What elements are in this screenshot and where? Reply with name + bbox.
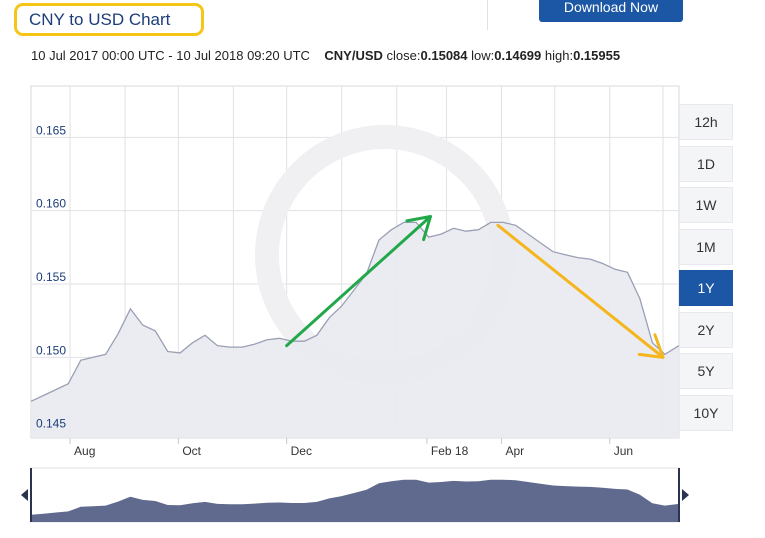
- navigator-series: [31, 479, 679, 522]
- range-button-5y[interactable]: 5Y: [679, 353, 733, 389]
- green-arrow-head: [405, 215, 432, 242]
- high-label: high:: [544, 48, 574, 63]
- x-tick-label: Jun: [614, 444, 633, 458]
- x-tick-label: Oct: [182, 444, 201, 458]
- download-button[interactable]: Download Now: [539, 0, 683, 22]
- navigator-handle-left[interactable]: [21, 489, 28, 501]
- range-button-1m[interactable]: 1M: [679, 228, 733, 265]
- yellow-arrow-head: [637, 333, 665, 359]
- title-highlight: [14, 3, 204, 36]
- green-arrow-shaft: [285, 215, 432, 348]
- range-button-2y[interactable]: 2Y: [679, 311, 733, 348]
- x-tick-label: Feb 18: [431, 444, 469, 458]
- range-button-1d[interactable]: 1D: [679, 145, 733, 182]
- page-title: CNY to USD Chart: [29, 10, 171, 29]
- range-button-1w[interactable]: 1W: [679, 187, 733, 223]
- price-area: [31, 222, 679, 438]
- y-tick-label: 0.150: [36, 343, 66, 357]
- navigator-handle-right[interactable]: [682, 489, 689, 501]
- close-value: 0.15084: [420, 48, 468, 63]
- header-divider: [487, 0, 488, 30]
- price-line: [30, 221, 680, 402]
- currency-pair: CNY/USD: [324, 48, 383, 63]
- range-button-10y[interactable]: 10Y: [679, 394, 733, 431]
- chart-info-line: 10 Jul 2017 00:00 UTC - 10 Jul 2018 09:2…: [31, 48, 620, 63]
- low-value: 0.14699: [494, 48, 542, 63]
- y-tick-label: 0.160: [36, 197, 66, 211]
- y-tick-label: 0.155: [36, 270, 66, 284]
- close-label: close:: [386, 48, 421, 63]
- x-tick-label: Aug: [74, 444, 95, 458]
- high-value: 0.15955: [573, 48, 621, 63]
- range-button-1y[interactable]: 1Y: [679, 270, 733, 306]
- date-range: 10 Jul 2017 00:00 UTC - 10 Jul 2018 09:2…: [31, 48, 310, 63]
- low-label: low:: [471, 48, 495, 63]
- y-tick-label: 0.145: [36, 417, 66, 431]
- x-tick-label: Apr: [505, 444, 524, 458]
- y-tick-label: 0.165: [36, 123, 66, 137]
- range-button-12h[interactable]: 12h: [679, 104, 733, 140]
- x-tick-label: Dec: [291, 444, 312, 458]
- yellow-arrow-shaft: [496, 223, 665, 359]
